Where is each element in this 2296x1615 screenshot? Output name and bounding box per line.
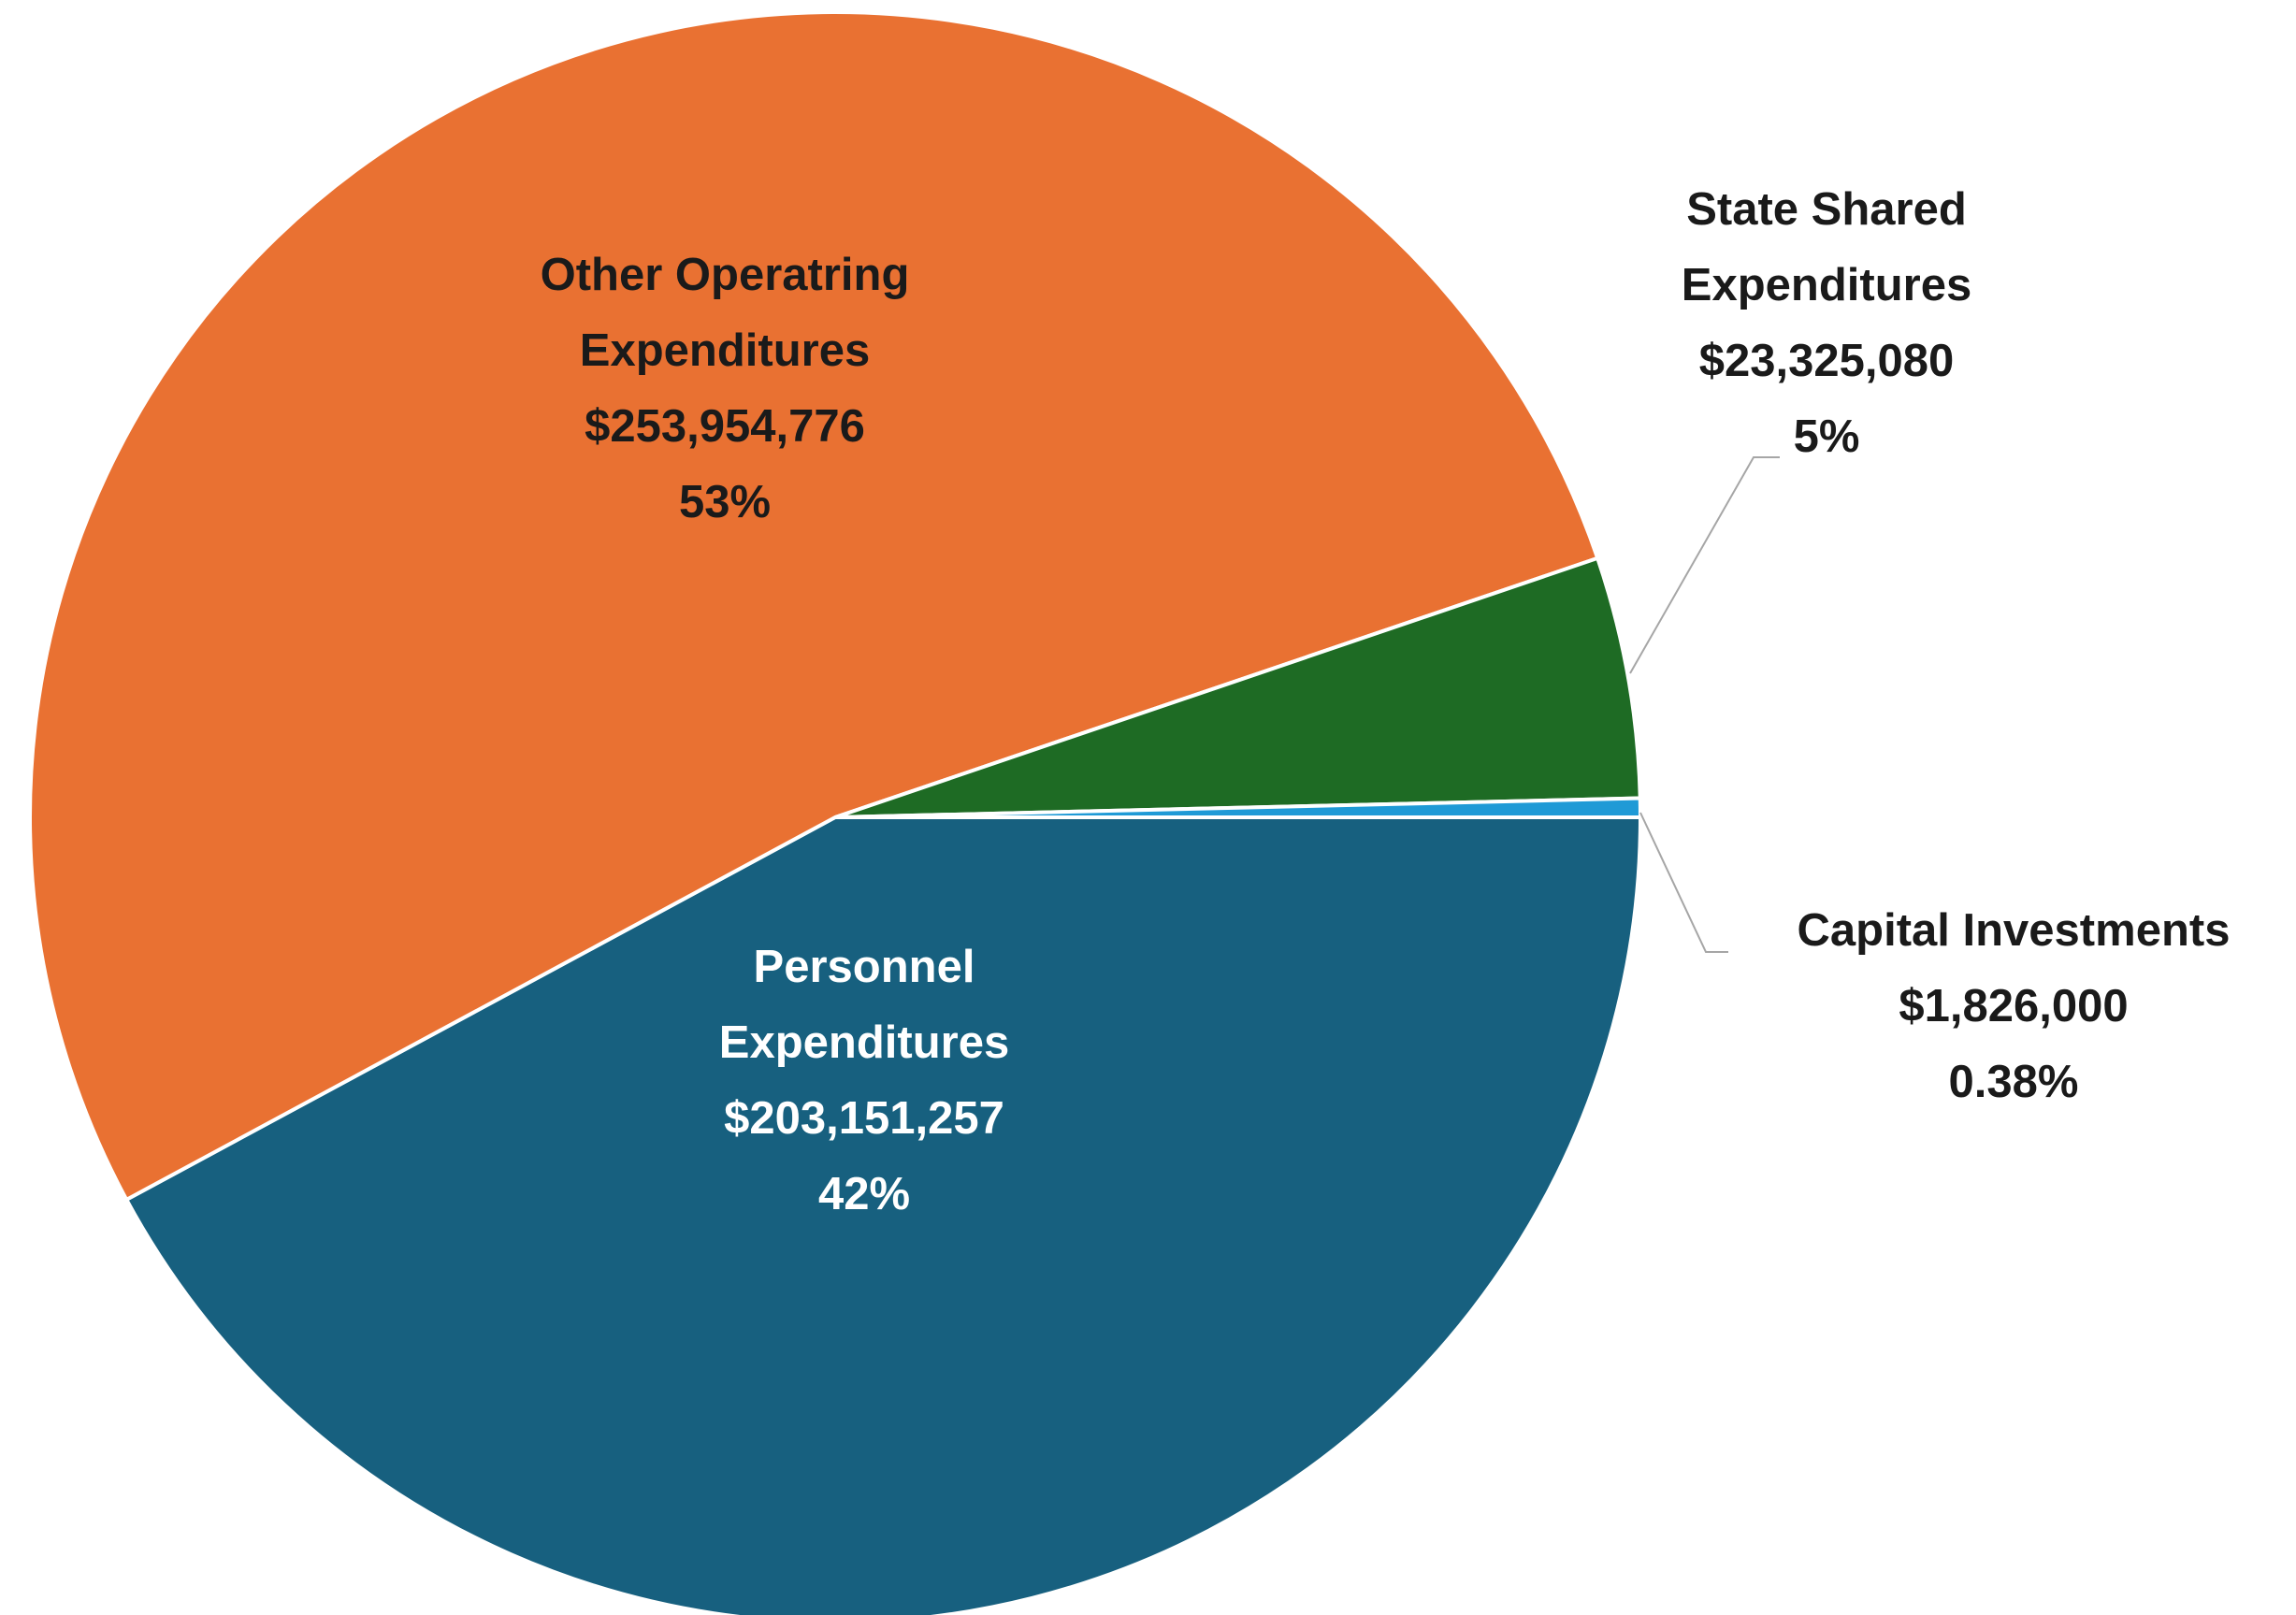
slice-category: Other Operatring Expenditures (541, 250, 910, 376)
pie-slice (123, 815, 1643, 1615)
labels: Personnel Expenditures $203,151,257 42% Othe… (541, 184, 2231, 1219)
slice-value-label: $1,826,000 (1899, 981, 2128, 1031)
slice-category: State Shared Expenditures (1682, 184, 1971, 310)
slice-value-label: $253,954,776 (585, 401, 865, 452)
slice-category: Personnel Expenditures (719, 942, 1009, 1068)
slice-percent-label: 5% (1794, 411, 1860, 462)
slice-percent-label: 42% (818, 1169, 910, 1219)
pie-slice (834, 555, 1642, 819)
slice-percent-label: 53% (679, 477, 771, 527)
slices (28, 10, 1643, 1615)
slice-value-label: $23,325,080 (1699, 336, 1955, 386)
slice-percent-label: 0.38% (1949, 1057, 2079, 1107)
leader-line (1629, 456, 1780, 674)
slice-category: Capital Investments (1798, 905, 2231, 956)
leader-line (1639, 812, 1728, 953)
pie-slice (834, 796, 1643, 819)
pie-slice (28, 10, 1600, 1203)
slice-value-label: $203,151,257 (724, 1093, 1004, 1144)
